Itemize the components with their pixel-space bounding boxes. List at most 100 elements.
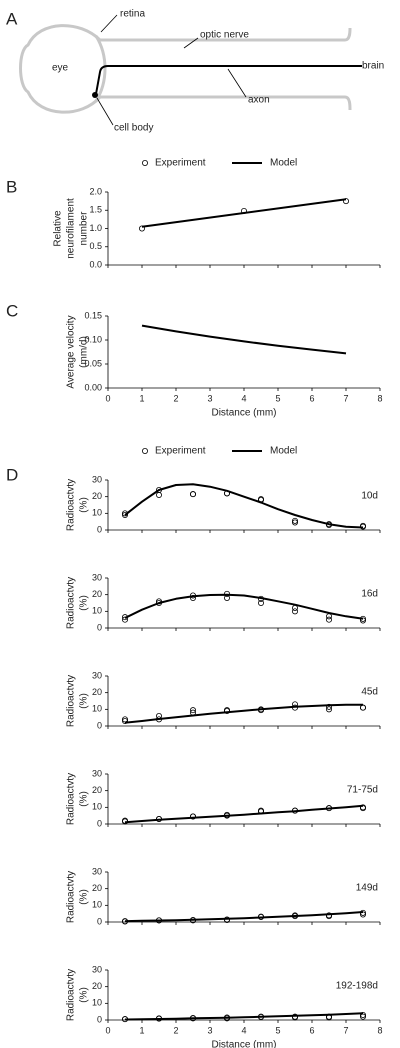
y-axis-label: Average velocity (66, 315, 77, 388)
y-tick-label: 10 (92, 508, 102, 518)
y-tick-label: 30 (92, 768, 102, 778)
y-tick-label: 30 (92, 670, 102, 680)
legend-marker (141, 447, 148, 454)
y-tick-label: 0 (97, 916, 102, 926)
annotation: 10d (361, 491, 378, 502)
data-point (359, 704, 366, 711)
x-tick-label: 2 (173, 393, 178, 403)
y-axis-label: Relative (53, 210, 64, 247)
y-axis-label: (%) (79, 791, 90, 807)
data-point (189, 813, 196, 820)
legend-label: Experiment (155, 446, 206, 457)
data-point (325, 616, 332, 623)
x-tick-label: 8 (377, 393, 382, 403)
y-axis-label: Radioactvty (66, 479, 77, 531)
x-axis-label: Distance (mm) (211, 408, 276, 419)
retina-arc (94, 35, 107, 102)
y-tick-label: 0 (97, 622, 102, 632)
data-point (122, 817, 129, 824)
y-tick-label: 2.0 (89, 186, 102, 196)
x-tick-label: 4 (241, 1025, 246, 1035)
y-axis-label: Radioactvty (66, 969, 77, 1021)
y-tick-label: 10 (92, 998, 102, 1008)
panel-label: C (6, 301, 18, 320)
y-tick-label: 20 (92, 589, 102, 599)
y-tick-label: 0.05 (84, 358, 102, 368)
legend-label: Model (270, 446, 297, 457)
annotation: 192-198d (336, 981, 378, 992)
y-tick-label: 30 (92, 474, 102, 484)
leader (96, 97, 114, 126)
data-point (291, 519, 298, 526)
annotation: 16d (361, 589, 378, 600)
x-tick-label: 7 (343, 1025, 348, 1035)
y-tick-label: 1.0 (89, 223, 102, 233)
model-line (124, 804, 364, 824)
x-tick-label: 1 (139, 1025, 144, 1035)
annotation: 45d (361, 687, 378, 698)
legend-marker (141, 159, 148, 166)
panel-label: D (6, 465, 18, 484)
y-tick-label: 0 (97, 818, 102, 828)
model-line (141, 324, 347, 355)
y-axis-label: Radioactvty (66, 871, 77, 923)
y-tick-label: 0 (97, 720, 102, 730)
x-tick-label: 6 (309, 1025, 314, 1035)
eye-outline (19, 24, 102, 114)
y-axis-label: number (79, 211, 90, 246)
y-tick-label: 30 (92, 572, 102, 582)
model-line (124, 911, 364, 923)
label: brain (362, 61, 384, 72)
y-tick-label: 0 (97, 524, 102, 534)
y-tick-label: 20 (92, 883, 102, 893)
y-axis-label: (%) (79, 693, 90, 709)
x-tick-label: 0 (105, 393, 110, 403)
x-tick-label: 0 (105, 1025, 110, 1035)
panel-label: B (6, 177, 17, 196)
x-tick-label: 3 (207, 1025, 212, 1035)
y-axis-label: (%) (79, 595, 90, 611)
leader (100, 14, 118, 33)
y-tick-label: 0.10 (84, 334, 102, 344)
label: axon (248, 95, 270, 106)
x-tick-label: 7 (343, 393, 348, 403)
x-tick-label: 5 (275, 393, 280, 403)
y-tick-label: 0.5 (89, 241, 102, 251)
y-axis-label: neurofilament (66, 198, 77, 259)
y-tick-label: 20 (92, 491, 102, 501)
y-tick-label: 20 (92, 687, 102, 697)
data-point (155, 491, 162, 498)
y-tick-label: 0.15 (84, 310, 102, 320)
data-point (342, 198, 349, 205)
legend-label: Experiment (155, 158, 206, 169)
y-axis-label: Radioactvty (66, 577, 77, 629)
y-tick-label: 30 (92, 964, 102, 974)
data-point (325, 706, 332, 713)
y-tick-label: 10 (92, 606, 102, 616)
label: optic nerve (200, 30, 249, 41)
axon-line (95, 65, 362, 95)
y-axis-label: Radioactvty (66, 675, 77, 727)
data-point (291, 608, 298, 615)
y-tick-label: 20 (92, 981, 102, 991)
data-point (122, 512, 129, 519)
y-tick-label: 0.0 (89, 259, 102, 269)
y-axis-label: (%) (79, 497, 90, 513)
annotation: 149d (356, 883, 378, 894)
data-point (189, 707, 196, 714)
x-axis-label: Distance (mm) (211, 1040, 276, 1048)
data-point (359, 804, 366, 811)
data-point (325, 703, 332, 710)
data-point (257, 600, 264, 607)
data-point (189, 491, 196, 498)
data-point (325, 613, 332, 620)
data-point (359, 1012, 366, 1019)
legend-label: Model (270, 158, 297, 169)
x-tick-label: 6 (309, 393, 314, 403)
label: retina (120, 9, 145, 20)
y-tick-label: 10 (92, 802, 102, 812)
data-point (359, 522, 366, 529)
y-tick-label: 0 (97, 1014, 102, 1024)
y-axis-label: Radioactvty (66, 773, 77, 825)
